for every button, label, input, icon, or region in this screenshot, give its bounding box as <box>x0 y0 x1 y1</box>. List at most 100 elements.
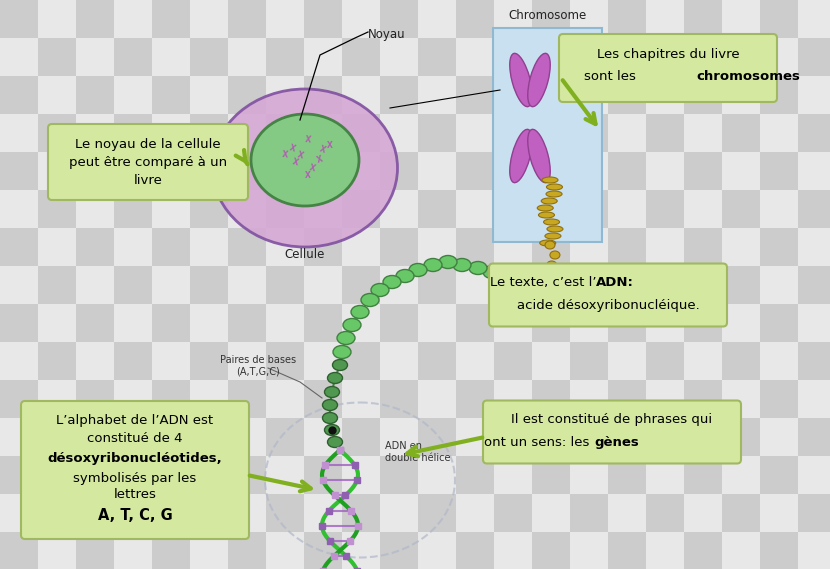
Text: symbolisés par les: symbolisés par les <box>73 472 197 484</box>
Bar <box>418 38 456 76</box>
Bar <box>38 228 76 266</box>
Bar <box>532 456 570 494</box>
Bar <box>684 342 722 380</box>
Bar <box>342 114 380 152</box>
Ellipse shape <box>396 270 414 282</box>
Bar <box>456 38 494 76</box>
Bar <box>646 0 684 38</box>
Bar <box>380 0 418 38</box>
Bar <box>190 380 228 418</box>
Ellipse shape <box>539 212 554 218</box>
Bar <box>228 190 266 228</box>
Bar <box>228 76 266 114</box>
Text: X: X <box>296 150 303 160</box>
Bar <box>684 304 722 342</box>
Bar <box>646 228 684 266</box>
Ellipse shape <box>541 198 557 204</box>
Bar <box>798 114 830 152</box>
Bar <box>798 76 830 114</box>
Ellipse shape <box>328 373 343 384</box>
Bar <box>380 342 418 380</box>
Bar <box>494 380 532 418</box>
Bar <box>798 38 830 76</box>
Bar <box>0 380 38 418</box>
Bar <box>228 266 266 304</box>
Ellipse shape <box>453 258 471 271</box>
Ellipse shape <box>424 258 442 271</box>
Ellipse shape <box>546 191 562 197</box>
Bar <box>190 190 228 228</box>
Ellipse shape <box>323 399 338 410</box>
Bar <box>798 266 830 304</box>
Bar <box>456 304 494 342</box>
Bar <box>190 532 228 569</box>
Bar <box>304 266 342 304</box>
Bar <box>304 304 342 342</box>
Bar <box>684 114 722 152</box>
Bar <box>722 456 760 494</box>
Bar <box>494 190 532 228</box>
Bar <box>342 456 380 494</box>
Ellipse shape <box>251 114 359 206</box>
Text: désoxyribonucléotides,: désoxyribonucléotides, <box>47 451 222 464</box>
Bar <box>190 114 228 152</box>
Bar <box>760 266 798 304</box>
Bar <box>608 152 646 190</box>
Bar <box>798 304 830 342</box>
Bar <box>228 304 266 342</box>
Bar <box>342 418 380 456</box>
Bar <box>608 228 646 266</box>
Bar <box>646 114 684 152</box>
Text: Les chapitres du livre: Les chapitres du livre <box>597 47 740 60</box>
Bar <box>646 418 684 456</box>
Ellipse shape <box>528 53 550 106</box>
Bar <box>38 532 76 569</box>
Bar <box>570 76 608 114</box>
Text: Le noyau de la cellule: Le noyau de la cellule <box>76 138 221 150</box>
Bar <box>304 342 342 380</box>
FancyBboxPatch shape <box>559 34 777 102</box>
Bar <box>494 152 532 190</box>
Bar <box>494 266 532 304</box>
Bar <box>0 266 38 304</box>
Bar <box>760 494 798 532</box>
Bar <box>684 418 722 456</box>
Bar <box>494 456 532 494</box>
Ellipse shape <box>323 413 338 423</box>
Bar <box>266 76 304 114</box>
Bar <box>304 228 342 266</box>
Bar <box>798 228 830 266</box>
Bar <box>418 76 456 114</box>
Bar <box>532 76 570 114</box>
Bar <box>418 190 456 228</box>
Text: X: X <box>304 135 312 145</box>
Bar <box>76 532 114 569</box>
Bar <box>608 0 646 38</box>
Text: Le texte, c’est l’: Le texte, c’est l’ <box>490 275 596 288</box>
Bar <box>76 114 114 152</box>
Bar <box>152 532 190 569</box>
Bar <box>760 152 798 190</box>
Bar <box>570 342 608 380</box>
Text: ADN en
double hélice: ADN en double hélice <box>385 441 451 463</box>
Bar <box>532 266 570 304</box>
Bar <box>304 456 342 494</box>
Bar <box>570 190 608 228</box>
Bar <box>646 456 684 494</box>
Bar <box>342 266 380 304</box>
Bar <box>0 494 38 532</box>
Bar <box>342 76 380 114</box>
Bar <box>456 228 494 266</box>
Bar <box>798 456 830 494</box>
Bar <box>342 0 380 38</box>
Bar <box>152 418 190 456</box>
Bar <box>608 380 646 418</box>
Bar <box>532 380 570 418</box>
Bar <box>114 456 152 494</box>
Bar <box>380 114 418 152</box>
Bar <box>760 456 798 494</box>
Bar <box>304 0 342 38</box>
Bar <box>608 76 646 114</box>
Bar <box>418 114 456 152</box>
Bar <box>646 532 684 569</box>
